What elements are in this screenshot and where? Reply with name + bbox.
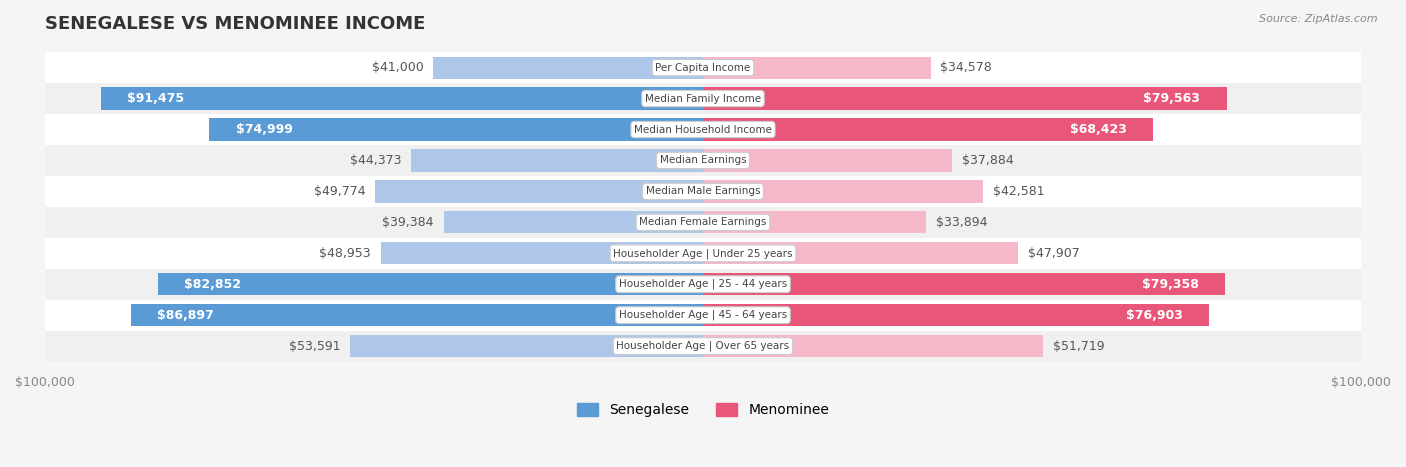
Bar <box>703 242 1018 264</box>
Text: $44,373: $44,373 <box>350 154 401 167</box>
Bar <box>703 273 1225 295</box>
Text: Householder Age | 25 - 44 years: Householder Age | 25 - 44 years <box>619 279 787 290</box>
Bar <box>381 242 703 264</box>
Bar <box>703 57 931 79</box>
Bar <box>703 119 1153 141</box>
Text: Householder Age | Under 25 years: Householder Age | Under 25 years <box>613 248 793 259</box>
Bar <box>433 57 703 79</box>
FancyBboxPatch shape <box>45 52 1361 83</box>
FancyBboxPatch shape <box>45 83 1361 114</box>
Legend: Senegalese, Menominee: Senegalese, Menominee <box>571 398 835 423</box>
Text: $49,774: $49,774 <box>314 185 366 198</box>
Bar <box>101 87 703 110</box>
FancyBboxPatch shape <box>45 207 1361 238</box>
Text: $51,719: $51,719 <box>1053 340 1105 353</box>
Text: $33,894: $33,894 <box>936 216 987 229</box>
FancyBboxPatch shape <box>45 269 1361 300</box>
FancyBboxPatch shape <box>45 300 1361 331</box>
Text: $76,903: $76,903 <box>1126 309 1182 322</box>
Text: Median Household Income: Median Household Income <box>634 125 772 134</box>
Text: Median Family Income: Median Family Income <box>645 93 761 104</box>
FancyBboxPatch shape <box>45 176 1361 207</box>
Bar <box>131 304 703 326</box>
Text: $74,999: $74,999 <box>236 123 292 136</box>
Bar <box>703 211 927 234</box>
Text: $42,581: $42,581 <box>993 185 1045 198</box>
Text: $47,907: $47,907 <box>1028 247 1080 260</box>
Text: $68,423: $68,423 <box>1070 123 1128 136</box>
Text: $41,000: $41,000 <box>371 61 423 74</box>
Bar <box>350 335 703 357</box>
Text: $48,953: $48,953 <box>319 247 371 260</box>
Text: $53,591: $53,591 <box>288 340 340 353</box>
Text: $79,563: $79,563 <box>1143 92 1201 105</box>
Bar <box>444 211 703 234</box>
Text: $86,897: $86,897 <box>157 309 214 322</box>
Bar <box>703 87 1226 110</box>
Bar <box>375 180 703 203</box>
Text: $82,852: $82,852 <box>184 278 240 291</box>
Text: $91,475: $91,475 <box>128 92 184 105</box>
Text: SENEGALESE VS MENOMINEE INCOME: SENEGALESE VS MENOMINEE INCOME <box>45 15 425 33</box>
FancyBboxPatch shape <box>45 114 1361 145</box>
Text: Median Female Earnings: Median Female Earnings <box>640 217 766 227</box>
Text: $39,384: $39,384 <box>382 216 434 229</box>
Text: $37,884: $37,884 <box>962 154 1014 167</box>
FancyBboxPatch shape <box>45 145 1361 176</box>
Text: Per Capita Income: Per Capita Income <box>655 63 751 73</box>
Text: Source: ZipAtlas.com: Source: ZipAtlas.com <box>1260 14 1378 24</box>
Bar <box>703 335 1043 357</box>
Bar <box>209 119 703 141</box>
Bar <box>411 149 703 171</box>
Bar <box>703 304 1209 326</box>
Bar <box>157 273 703 295</box>
FancyBboxPatch shape <box>45 238 1361 269</box>
Bar <box>703 149 952 171</box>
Text: Median Earnings: Median Earnings <box>659 156 747 165</box>
FancyBboxPatch shape <box>45 331 1361 361</box>
Text: $34,578: $34,578 <box>941 61 993 74</box>
Text: Householder Age | 45 - 64 years: Householder Age | 45 - 64 years <box>619 310 787 320</box>
Text: Median Male Earnings: Median Male Earnings <box>645 186 761 197</box>
Bar <box>703 180 983 203</box>
Text: $79,358: $79,358 <box>1142 278 1199 291</box>
Text: Householder Age | Over 65 years: Householder Age | Over 65 years <box>616 341 790 351</box>
